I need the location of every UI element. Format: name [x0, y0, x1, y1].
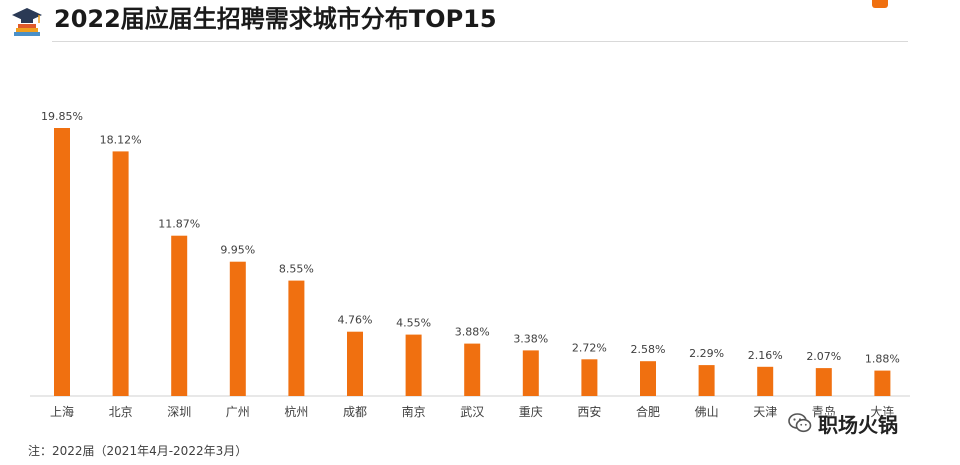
bar — [581, 359, 598, 396]
data-label: 2.07% — [806, 350, 841, 363]
bar-group: 4.55% 南京 — [396, 317, 431, 419]
bar-group: 3.88% 武汉 — [455, 326, 490, 419]
bar-group: 2.72% 西安 — [572, 341, 607, 419]
data-label: 19.85% — [41, 110, 83, 123]
bar-group: 1.88% 大连 — [865, 353, 900, 419]
bar — [229, 261, 246, 396]
category-label: 南京 — [402, 404, 426, 419]
corner-accent — [872, 0, 888, 8]
bar — [405, 334, 422, 396]
bar-group: 9.95% 广州 — [220, 244, 255, 419]
category-label: 天津 — [753, 405, 777, 419]
data-label: 2.29% — [689, 347, 724, 360]
header: 2022届应届生招聘需求城市分布TOP15 — [0, 0, 960, 44]
category-label: 青岛 — [812, 404, 836, 419]
category-label: 佛山 — [695, 405, 719, 419]
bar — [54, 128, 70, 396]
bar-group: 11.87% 深圳 — [158, 218, 200, 419]
bar — [171, 235, 188, 396]
category-label: 成都 — [343, 405, 367, 419]
bar-group: 2.29% 佛山 — [689, 347, 724, 419]
bar-group: 19.85% 上海 — [41, 110, 83, 419]
data-label: 3.88% — [455, 326, 490, 339]
bar — [522, 350, 539, 396]
graduation-cap-books-icon — [12, 8, 42, 36]
bar — [757, 366, 774, 396]
category-label: 西安 — [577, 404, 601, 419]
category-label: 广州 — [226, 405, 250, 419]
bar — [347, 331, 363, 396]
bar-group: 2.16% 天津 — [748, 349, 783, 419]
bar-chart: 19.85% 上海 18.12% 北京 11.87% 深圳 9.95% 广州 8.55% 杭州 4.… — [30, 110, 910, 419]
bar — [464, 343, 481, 396]
page-title: 2022届应届生招聘需求城市分布TOP15 — [54, 5, 497, 33]
category-label: 北京 — [109, 405, 133, 419]
bar-group: 18.12% 北京 — [100, 133, 142, 419]
bar — [288, 280, 305, 396]
footnote: 注：2022届（2021年4月-2022年3月） — [28, 444, 248, 458]
data-label: 4.76% — [338, 314, 373, 327]
data-label: 2.16% — [748, 349, 783, 362]
bar — [112, 151, 129, 396]
watermark-text: 职场火锅 — [818, 412, 898, 437]
data-label: 4.55% — [396, 317, 431, 330]
title-divider — [52, 41, 908, 42]
watermark: 职场火锅 — [788, 410, 898, 437]
category-label: 合肥 — [636, 404, 660, 419]
data-label: 11.87% — [158, 218, 200, 231]
category-label: 武汉 — [460, 405, 484, 419]
data-label: 3.38% — [513, 332, 548, 345]
bar-group: 2.58% 合肥 — [631, 343, 666, 419]
category-label: 上海 — [50, 404, 74, 419]
wechat-icon — [788, 413, 812, 433]
bar-group: 8.55% 杭州 — [279, 263, 314, 419]
data-label: 2.72% — [572, 341, 607, 354]
category-label: 重庆 — [519, 405, 543, 419]
category-label: 深圳 — [167, 405, 191, 419]
bars-layer: 19.85% 上海 18.12% 北京 11.87% 深圳 9.95% 广州 8.55% 杭州 4.… — [41, 110, 900, 419]
data-label: 9.95% — [220, 244, 255, 257]
data-label: 18.12% — [100, 133, 142, 146]
bar — [815, 368, 832, 396]
data-label: 8.55% — [279, 263, 314, 276]
category-label: 杭州 — [284, 404, 308, 419]
bar-group: 3.38% 重庆 — [513, 332, 548, 419]
bar — [640, 361, 656, 396]
category-label: 大连 — [870, 404, 894, 419]
bar-group: 4.76% 成都 — [338, 314, 373, 419]
data-label: 2.58% — [631, 343, 666, 356]
bar-group: 2.07% 青岛 — [806, 350, 841, 419]
bar — [698, 365, 715, 396]
bar — [874, 370, 891, 396]
data-label: 1.88% — [865, 353, 900, 366]
